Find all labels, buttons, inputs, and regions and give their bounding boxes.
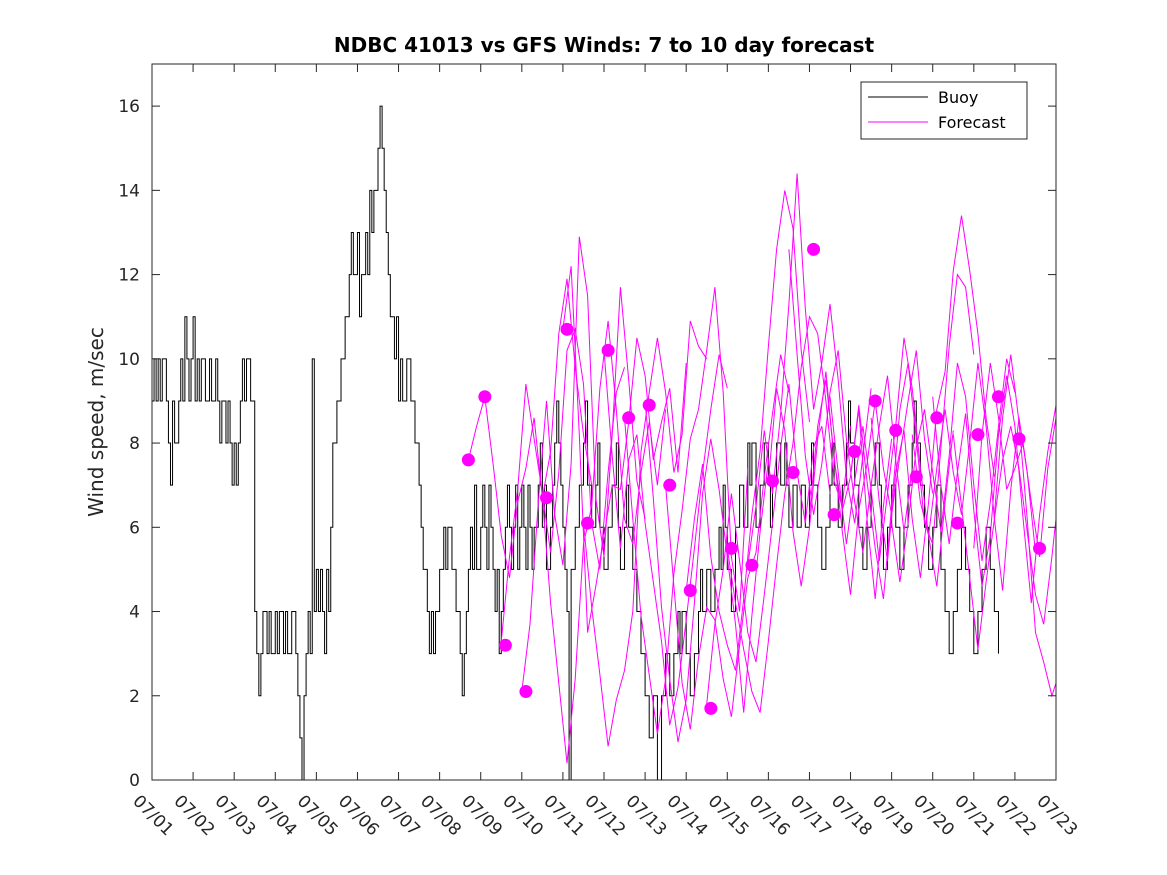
chart-title: NDBC 41013 vs GFS Winds: 7 to 10 day for… [334,33,875,57]
forecast-start-marker [971,428,985,442]
forecast-line [911,362,1036,591]
buoy-line [152,105,999,780]
forecast-start-marker [991,390,1005,404]
forecast-start-marker [461,453,475,467]
forecast-start-marker [909,470,923,484]
plot-area [152,105,1056,780]
forecast-start-marker [539,491,553,505]
y-axis: 0 2 4 6 8 10 12 14 16 [118,97,1056,791]
y-tick-label: 12 [118,266,140,286]
forecast-start-marker [478,390,492,404]
forecast-start-marker [786,466,800,480]
forecast-line [870,215,995,578]
forecast-start-marker [724,541,738,555]
y-tick-label: 6 [129,518,140,538]
forecast-line [467,278,593,578]
forecast-start-marker [930,411,944,425]
forecast-start-marker [519,685,533,699]
forecast-line [521,236,646,692]
forecast-start-marker [622,411,636,425]
y-tick-label: 10 [118,350,140,370]
forecast-start-marker [889,423,903,437]
forecast-start-marker [642,398,656,412]
y-axis-label: Wind speed, m/sec [84,327,108,517]
forecast-line [932,375,1056,604]
forecast-start-marker [498,638,512,652]
forecast-line [809,350,934,595]
forecast-line [952,426,1056,650]
legend-forecast-label: Forecast [938,113,1006,132]
y-tick-label: 8 [129,434,140,454]
y-tick-label: 2 [129,687,140,707]
forecast-start-marker [601,343,615,357]
forecast-line [973,362,1056,557]
forecast-line [665,354,790,730]
forecast-start-marker [683,583,697,597]
y-tick-label: 4 [129,603,140,623]
forecast-line [603,350,728,726]
forecast-line [788,249,913,553]
forecast-start-marker [1033,541,1047,555]
forecast-start-marker [765,474,779,488]
forecast-start-marker [807,242,821,256]
forecast-start-marker [560,322,574,336]
forecast-start-marker [581,516,595,530]
forecast-start-marker [848,444,862,458]
legend: Buoy Forecast [860,81,1028,140]
forecast-start-marker [1012,432,1026,446]
forecast-line [891,358,1016,583]
forecast-line [624,287,749,734]
forecast-line [644,400,769,743]
forecast-line [583,320,708,747]
forecast-line [829,337,954,587]
forecast-line [500,327,625,642]
forecast-start-marker [663,478,677,492]
forecast-start-marker [950,516,964,530]
forecast-line [562,266,687,633]
forecast-start-marker [868,394,882,408]
y-tick-label: 14 [118,181,140,201]
forecast-line [993,354,1056,698]
y-tick-label: 0 [129,771,140,791]
forecast-start-marker [827,508,841,522]
forecast-line [850,273,975,599]
forecast-line [685,190,810,671]
legend-buoy-label: Buoy [938,88,978,107]
y-tick-label: 16 [118,97,140,117]
forecast-start-marker [704,701,718,715]
forecast-start-marker [745,558,759,572]
forecast-line [747,173,872,566]
legend-box [860,81,1028,140]
